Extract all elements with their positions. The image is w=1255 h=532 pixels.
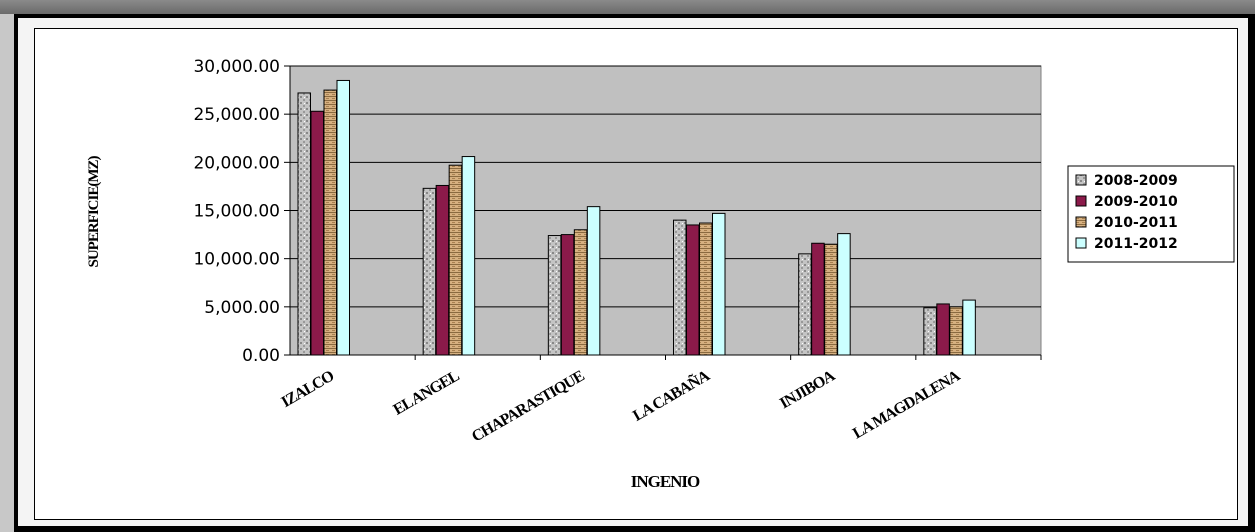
bar-2009-2010-injiboa [811,242,825,356]
legend-label: 2009-2010 [1094,194,1178,210]
bar-2011-2012-el-angel [461,156,476,356]
y-tick-label: 30,000.00 [193,57,280,77]
bar-2009-2010-la-cabaña [686,224,700,356]
x-tick-label: LA MAGDALENA [850,367,964,442]
y-tick-label: 10,000.00 [193,250,280,270]
bar-2009-2010-chaparastique [560,234,575,356]
bar-2011-2012-la-cabaña [712,212,726,356]
top-toolbar-strip [0,0,1255,14]
bar-2008-2009-la-cabaña [673,219,687,356]
bar-2009-2010-izalco [310,110,324,356]
bar-2008-2009-chaparastique [547,235,562,356]
y-axis-title: SUPERFICIE(MZ) [86,156,102,268]
bar-2010-2011-el-angel [448,164,463,356]
y-tick-label: 20,000.00 [193,153,280,173]
x-tick-label: INJIBOA [777,367,838,412]
legend-swatch-2011-2012 [1075,237,1087,249]
x-tick-label: IZALCO [279,367,337,411]
bar-2010-2011-la-magdalena [949,306,963,356]
bar-2010-2011-chaparastique [573,229,588,356]
legend-swatch-2009-2010 [1075,195,1087,207]
bar-2011-2012-izalco [336,79,350,356]
x-tick-label: LA CABAÑA [629,365,713,425]
y-tick-label: 15,000.00 [193,202,280,222]
bar-2008-2009-la-magdalena [923,307,937,356]
bar-2010-2011-la-cabaña [699,222,713,356]
bar-2010-2011-izalco [323,89,337,356]
bar-2008-2009-injiboa [798,253,812,356]
bar-2011-2012-la-magdalena [962,299,976,356]
bar-2009-2010-el-angel [435,184,450,356]
legend-box [1067,165,1235,263]
y-tick-label: 25,000.00 [193,105,280,125]
legend-swatch-2008-2009 [1075,174,1087,186]
legend-label: 2010-2011 [1094,215,1178,231]
bar-2010-2011-injiboa [824,243,838,356]
x-tick-label: CHAPARASTIQUE [469,368,587,446]
bar-2011-2012-injiboa [837,233,851,356]
y-tick-label: 0.00 [242,346,280,366]
legend-label: 2011-2012 [1094,236,1178,252]
bar-2008-2009-izalco [297,92,311,356]
bar-2008-2009-el-angel [422,187,437,356]
bar-2011-2012-chaparastique [586,206,601,356]
legend-label: 2008-2009 [1094,173,1178,189]
x-tick-label: EL ANGEL [390,368,462,419]
legend-swatch-2010-2011 [1075,216,1087,228]
y-tick-label: 5,000.00 [204,298,280,318]
bar-2009-2010-la-magdalena [936,303,950,356]
x-axis-title: INGENIO [631,472,700,491]
